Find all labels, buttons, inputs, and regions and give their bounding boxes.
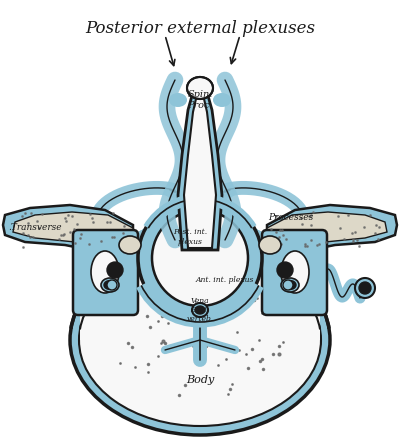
Ellipse shape [192,303,208,317]
Polygon shape [267,205,397,255]
Ellipse shape [104,280,116,290]
Ellipse shape [169,93,187,107]
Ellipse shape [101,278,119,292]
Text: Posterior external plexuses: Posterior external plexuses [85,20,315,37]
Ellipse shape [281,278,299,292]
Text: Vena
Basi-
verteb.: Vena Basi- verteb. [186,297,214,323]
Ellipse shape [213,93,231,107]
Text: Post. int.
plexus: Post. int. plexus [173,228,207,246]
Text: Ant. int. plexus: Ant. int. plexus [196,276,254,284]
Ellipse shape [281,251,309,293]
Polygon shape [3,205,133,255]
Ellipse shape [79,254,321,426]
Ellipse shape [70,245,330,435]
Text: .Transverse: .Transverse [8,223,62,233]
Circle shape [138,196,262,320]
Circle shape [277,262,293,278]
Text: Processes: Processes [268,213,313,223]
FancyBboxPatch shape [73,230,138,315]
Polygon shape [13,212,133,248]
Circle shape [355,278,375,298]
Text: Spin.
Proc.: Spin. Proc. [187,90,213,110]
Polygon shape [178,78,222,250]
Ellipse shape [119,236,141,254]
Polygon shape [80,260,320,340]
Circle shape [152,210,248,306]
Polygon shape [184,84,216,248]
Text: Body: Body [186,375,214,385]
Ellipse shape [91,251,119,293]
Ellipse shape [195,306,205,314]
FancyBboxPatch shape [262,230,327,315]
Ellipse shape [284,280,296,290]
Ellipse shape [259,236,281,254]
Polygon shape [267,212,387,248]
Circle shape [107,280,117,290]
Circle shape [107,262,123,278]
Ellipse shape [187,77,213,99]
Circle shape [359,282,371,294]
Circle shape [283,280,293,290]
